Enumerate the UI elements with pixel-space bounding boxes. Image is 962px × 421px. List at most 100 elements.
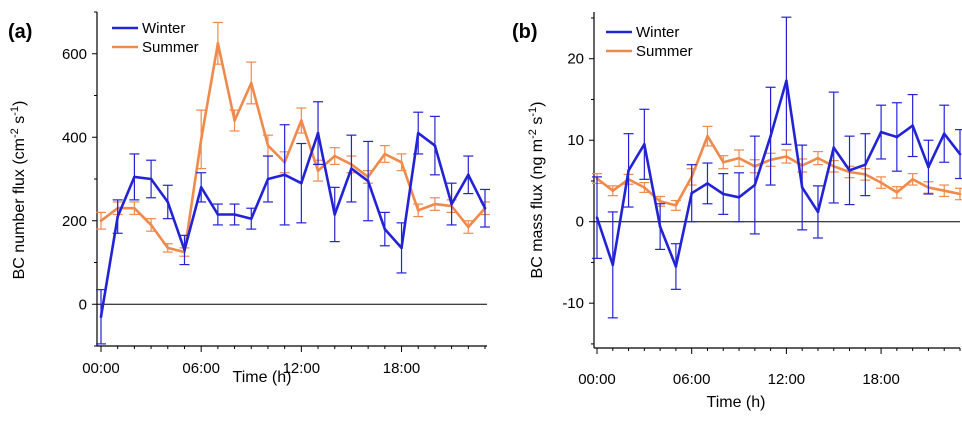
data-point (800, 186, 804, 189)
data-point (133, 206, 136, 210)
y-tick-label: 0 (576, 214, 584, 231)
data-point (721, 192, 725, 196)
data-point (366, 179, 370, 183)
data-point (958, 192, 962, 196)
x-tick-label: 00:00 (82, 360, 120, 377)
data-point (183, 248, 186, 252)
data-point (199, 186, 203, 189)
series-line (100, 41, 486, 254)
data-point (911, 178, 914, 181)
x-axis-label: Time (h) (707, 394, 766, 411)
y-tick-label: 200 (62, 213, 87, 230)
data-point (249, 81, 253, 85)
data-point (433, 144, 437, 147)
data-point (737, 156, 741, 160)
data-point (300, 181, 303, 185)
data-point (942, 189, 946, 193)
data-point (450, 202, 453, 206)
data-point (816, 210, 820, 214)
data-point (785, 79, 788, 83)
y-tick-label: -10 (562, 295, 584, 312)
y-axis-label-part: ) (529, 102, 546, 107)
y-tick-label: 10 (567, 132, 584, 149)
data-point (416, 131, 420, 135)
data-point (643, 186, 646, 189)
data-point (316, 169, 320, 172)
data-point (690, 191, 693, 195)
data-point (864, 163, 867, 166)
data-point (911, 124, 914, 127)
series-line (595, 79, 962, 268)
data-point (199, 138, 203, 141)
y-axis-label-exponent: -2 (9, 128, 21, 138)
legend-label-winter: Winter (142, 20, 185, 37)
data-point (316, 131, 320, 135)
series-winter (96, 101, 490, 345)
data-point (721, 160, 725, 164)
y-axis-label-exponent: -1 (9, 106, 21, 116)
x-tick-label: 06:00 (182, 360, 220, 377)
data-point (467, 225, 470, 229)
data-point (433, 202, 437, 206)
x-tick-label: 12:00 (768, 371, 806, 388)
y-axis-label-part: BC number flux (cm (11, 138, 28, 279)
data-point (350, 167, 353, 170)
series-line (99, 131, 487, 318)
data-point (383, 227, 387, 231)
y-axis-label-part: BC mass flux (ng m (529, 139, 546, 279)
data-point (611, 189, 615, 193)
data-point (166, 200, 170, 204)
y-axis-label-part: ) (11, 101, 28, 106)
data-point (283, 173, 286, 177)
data-point (753, 183, 757, 187)
legend-label-summer: Summer (142, 39, 199, 56)
data-point (133, 175, 136, 179)
data-point (927, 165, 930, 169)
data-point (942, 132, 946, 136)
panel-label: (b) (512, 21, 538, 43)
data-point (400, 246, 403, 250)
data-point (300, 119, 303, 122)
data-point (149, 177, 153, 181)
data-point (216, 42, 220, 45)
data-point (99, 315, 103, 319)
data-point (99, 219, 103, 223)
series-summer (96, 21, 490, 257)
y-tick-label: 600 (62, 46, 87, 63)
data-point (769, 134, 772, 138)
x-tick-label: 12:00 (283, 360, 321, 377)
data-point (643, 142, 646, 146)
y-tick-label: 400 (62, 129, 87, 146)
data-point (848, 169, 851, 172)
data-point (706, 182, 709, 185)
data-point (400, 161, 403, 164)
data-point (266, 144, 270, 147)
data-point (611, 263, 615, 267)
y-axis-label: BC number flux (cm-2 s-1) (9, 101, 28, 280)
chart-panel-b: -10 0 10 20 00:00 06:00 12:00 18:00 Time (h) BC m… (512, 12, 962, 411)
data-point (333, 154, 337, 158)
y-axis-label-exponent: -2 (527, 129, 539, 139)
y-axis-label-exponent: -1 (527, 107, 539, 117)
data-point (483, 206, 487, 210)
data-point (832, 146, 836, 149)
y-tick-label: 20 (567, 51, 584, 68)
data-point (166, 246, 170, 250)
data-point (958, 152, 962, 156)
legend-label-winter: Winter (636, 24, 679, 41)
data-point (467, 173, 470, 177)
data-point (879, 130, 883, 134)
data-point (233, 213, 236, 216)
data-point (233, 119, 236, 122)
data-point (116, 215, 119, 218)
x-tick-label: 18:00 (862, 371, 900, 388)
x-tick-label: 18:00 (383, 360, 421, 377)
series-summer (592, 125, 962, 211)
data-point (627, 169, 630, 172)
series-line (596, 134, 961, 207)
y-axis-label-part: s (11, 116, 28, 128)
data-point (416, 209, 420, 212)
x-tick-label: 06:00 (673, 371, 711, 388)
